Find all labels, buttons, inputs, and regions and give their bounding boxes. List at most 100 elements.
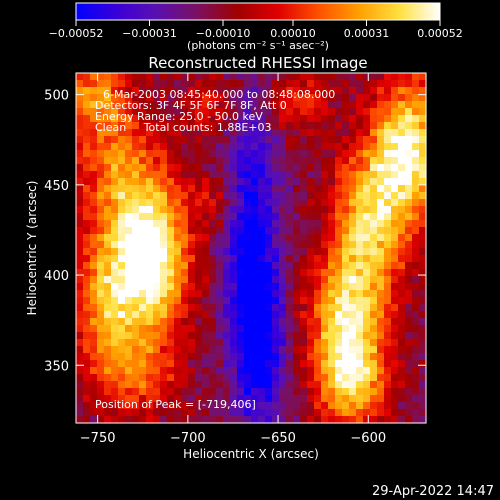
heatmap-cell [356, 227, 364, 235]
heatmap-cell [398, 136, 406, 144]
heatmap-cell [279, 367, 287, 375]
heatmap-cell [139, 143, 147, 151]
heatmap-cell [244, 213, 252, 221]
heatmap-cell [286, 290, 294, 298]
heatmap-cell [272, 339, 280, 347]
heatmap-cell [244, 325, 252, 333]
heatmap-cell [97, 325, 105, 333]
heatmap-cell [146, 157, 154, 165]
heatmap-cell [377, 318, 385, 326]
heatmap-cell [111, 122, 119, 130]
heatmap-cell [230, 129, 238, 137]
heatmap-cell [265, 332, 273, 340]
heatmap-cell [307, 255, 315, 263]
heatmap-cell [342, 318, 350, 326]
heatmap-cell [300, 150, 308, 158]
heatmap-cell [349, 220, 357, 228]
heatmap-cell [356, 178, 364, 186]
heatmap-cell [363, 80, 371, 88]
heatmap-cell [279, 353, 287, 361]
heatmap-cell [314, 255, 322, 263]
heatmap-cell [405, 178, 413, 186]
heatmap-cell [251, 297, 259, 305]
heatmap-cell [223, 269, 231, 277]
heatmap-cell [377, 297, 385, 305]
heatmap-cell [398, 276, 406, 284]
heatmap-cell [83, 318, 91, 326]
heatmap-cell [279, 234, 287, 242]
heatmap-cell [293, 171, 301, 179]
heatmap-cell [195, 178, 203, 186]
heatmap-cell [384, 220, 392, 228]
heatmap-cell [391, 129, 399, 137]
plot-timestamp: 29-Apr-2022 14:47 [372, 484, 494, 499]
heatmap-cell [125, 213, 133, 221]
heatmap-cell [342, 262, 350, 270]
heatmap-cell [90, 339, 98, 347]
heatmap-cell [363, 311, 371, 319]
heatmap-cell [132, 381, 140, 389]
heatmap-cell [265, 290, 273, 298]
heatmap-cell [132, 73, 140, 81]
heatmap-cell [83, 122, 91, 130]
heatmap-cell [209, 381, 217, 389]
heatmap-cell [405, 227, 413, 235]
heatmap-cell [97, 185, 105, 193]
heatmap-cell [293, 388, 301, 396]
heatmap-cell [251, 171, 259, 179]
heatmap-cell [272, 276, 280, 284]
heatmap-cell [377, 94, 385, 102]
heatmap-cell [167, 73, 175, 81]
heatmap-cell [293, 129, 301, 137]
heatmap-cell [118, 318, 126, 326]
heatmap-cell [405, 108, 413, 116]
heatmap-cell [111, 157, 119, 165]
heatmap-cell [125, 157, 133, 165]
heatmap-cell [412, 304, 420, 312]
heatmap-cell [314, 101, 322, 109]
heatmap-cell [363, 241, 371, 249]
heatmap-cell [139, 332, 147, 340]
heatmap-cell [90, 283, 98, 291]
heatmap-cell [377, 143, 385, 151]
heatmap-cell [398, 213, 406, 221]
heatmap-cell [412, 164, 420, 172]
heatmap-cell [160, 164, 168, 172]
heatmap-cell [377, 206, 385, 214]
heatmap-cell [146, 122, 154, 130]
heatmap-cell [244, 80, 252, 88]
heatmap-cell [321, 199, 329, 207]
heatmap-cell [244, 206, 252, 214]
heatmap-cell [342, 136, 350, 144]
x-tick-label: −650 [260, 431, 296, 446]
heatmap-cell [286, 269, 294, 277]
heatmap-cell [209, 122, 217, 130]
heatmap-cell [230, 220, 238, 228]
heatmap-cell [174, 185, 182, 193]
heatmap-cell [223, 325, 231, 333]
heatmap-cell [258, 395, 266, 403]
heatmap-cell [209, 353, 217, 361]
heatmap-cell [118, 269, 126, 277]
heatmap-cell [419, 304, 427, 312]
heatmap-cell [97, 269, 105, 277]
heatmap-cell [265, 248, 273, 256]
heatmap-cell [258, 129, 266, 137]
heatmap-cell [209, 360, 217, 368]
heatmap-cell [279, 171, 287, 179]
heatmap-cell [76, 87, 84, 95]
heatmap-cell [111, 220, 119, 228]
heatmap-cell [363, 388, 371, 396]
heatmap-cell [293, 143, 301, 151]
heatmap-cell [111, 381, 119, 389]
heatmap-cell [258, 332, 266, 340]
heatmap-cell [370, 73, 378, 81]
heatmap-cell [125, 115, 133, 123]
heatmap-cell [139, 171, 147, 179]
heatmap-cell [83, 374, 91, 382]
heatmap-cell [237, 185, 245, 193]
heatmap-cell [265, 318, 273, 326]
heatmap-cell [405, 276, 413, 284]
heatmap-cell [188, 241, 196, 249]
heatmap-cell [405, 143, 413, 151]
